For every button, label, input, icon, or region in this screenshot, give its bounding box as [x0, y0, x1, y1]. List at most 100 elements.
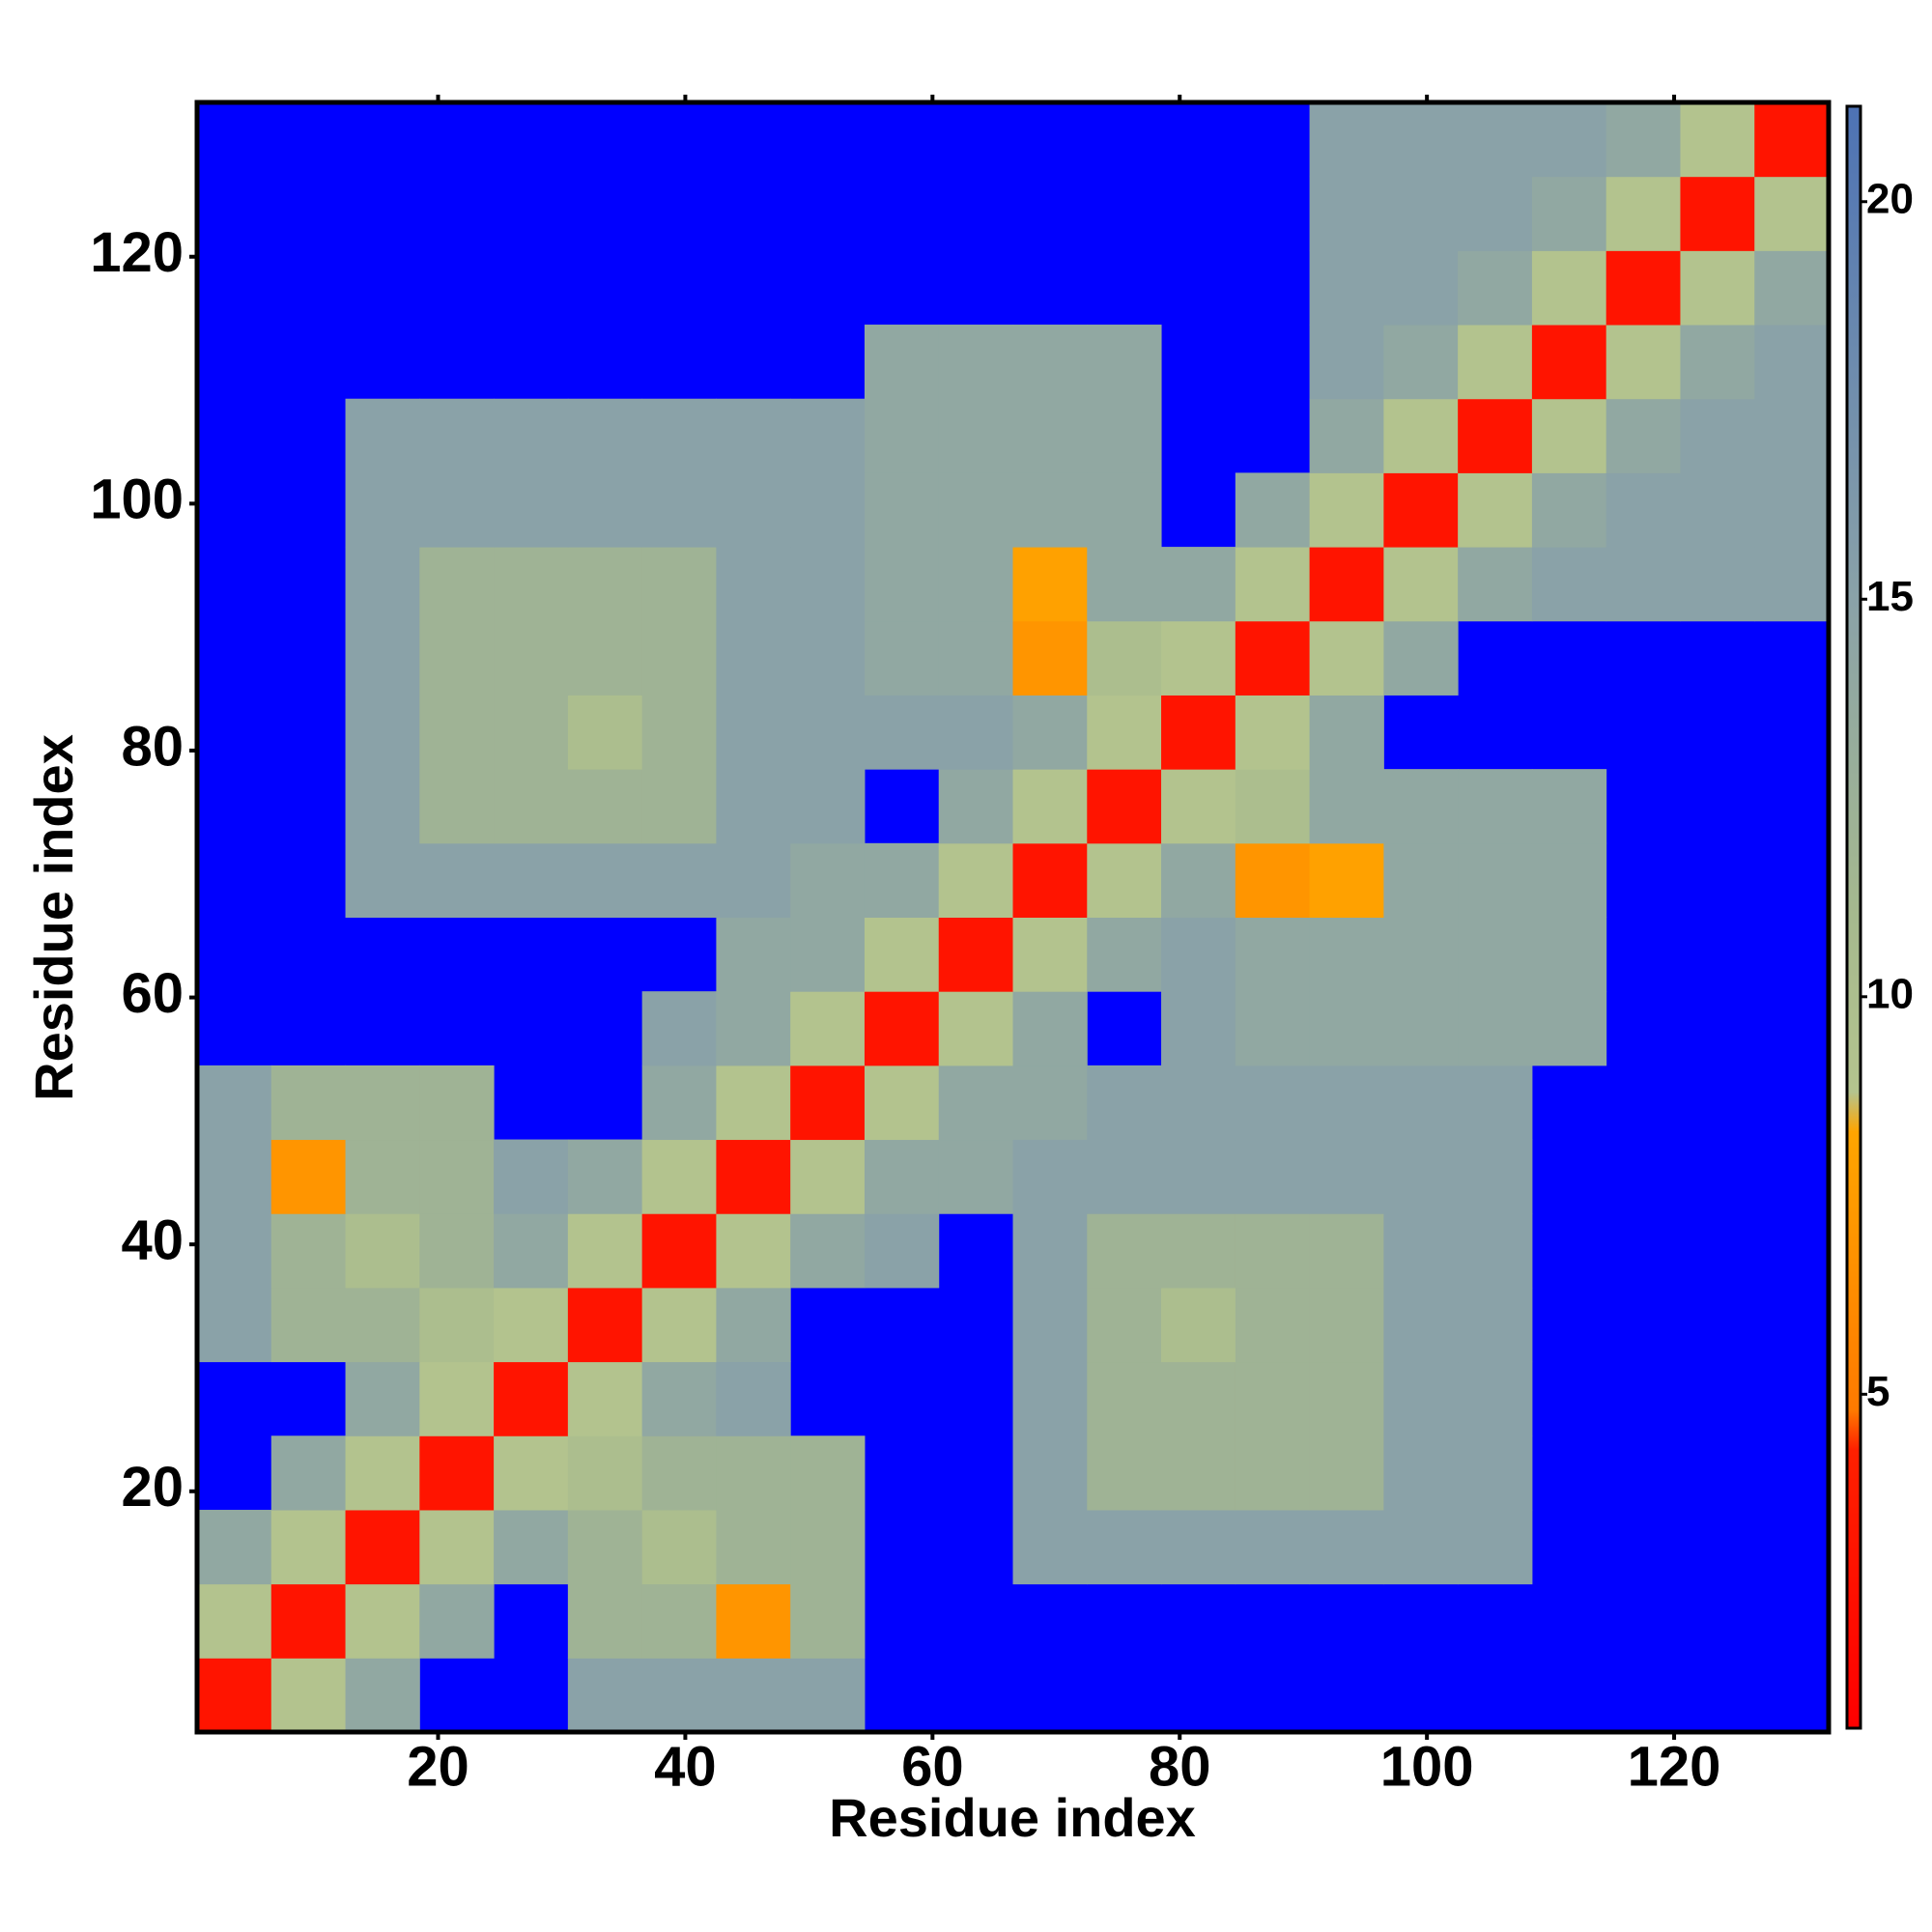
heatmap-cell	[1161, 1139, 1236, 1214]
heatmap-cell	[1383, 1139, 1459, 1214]
heatmap-cell	[1087, 917, 1162, 992]
heatmap-cell	[270, 1509, 347, 1585]
heatmap-cell	[567, 1509, 643, 1585]
heatmap-cell	[1458, 547, 1533, 622]
heatmap-cell	[345, 620, 420, 696]
heatmap-cell	[864, 695, 940, 770]
heatmap-cell	[1605, 472, 1681, 548]
heatmap-cell	[864, 842, 940, 918]
heatmap-cell	[790, 991, 866, 1066]
plot-frame	[194, 99, 1832, 1735]
heatmap-cell	[1161, 1213, 1236, 1289]
heatmap-cell	[419, 695, 495, 770]
heatmap-cell	[1680, 398, 1755, 473]
heatmap-cell	[1458, 176, 1533, 251]
heatmap-cell	[1087, 547, 1162, 622]
heatmap-cell	[1383, 1509, 1459, 1585]
heatmap-cell	[1458, 917, 1533, 992]
heatmap-cell	[1458, 325, 1533, 400]
heatmap-cell	[1680, 250, 1755, 326]
heatmap-cell	[1680, 102, 1755, 178]
heatmap-cell	[419, 472, 495, 548]
heatmap-cell	[1235, 991, 1311, 1066]
heatmap-cell	[345, 1509, 420, 1585]
heatmap-cell	[1235, 1213, 1311, 1289]
heatmap-cell	[494, 1509, 569, 1585]
heatmap-cell	[567, 842, 643, 918]
heatmap-cell	[270, 1435, 347, 1511]
heatmap-cell	[1012, 1065, 1088, 1141]
heatmap-cell	[938, 695, 1013, 770]
heatmap-cell	[938, 620, 1013, 696]
heatmap-cell	[345, 1361, 420, 1436]
y-tick-label: 80	[121, 715, 184, 778]
heatmap-cell	[1012, 620, 1088, 696]
heatmap-cell	[270, 1065, 347, 1141]
heatmap-cell	[419, 1139, 495, 1214]
heatmap-cell	[419, 1509, 495, 1585]
heatmap-cell	[641, 620, 717, 696]
heatmap-cell	[1012, 1435, 1088, 1511]
heatmap-cell	[1531, 769, 1607, 844]
heatmap-cell	[1235, 1509, 1311, 1585]
heatmap-cell	[1605, 325, 1681, 400]
heatmap-cell	[1309, 842, 1384, 918]
heatmap-cell	[1605, 176, 1681, 251]
heatmap-cell	[1012, 398, 1088, 473]
heatmap-cell	[567, 472, 643, 548]
heatmap-cell	[1161, 1435, 1236, 1511]
heatmap-cell	[1458, 1287, 1533, 1363]
heatmap-cell	[716, 695, 791, 770]
heatmap-cell	[1680, 472, 1755, 548]
heatmap-cell	[1531, 102, 1607, 178]
heatmap-cell	[1680, 176, 1755, 251]
heatmap-cell	[1458, 472, 1533, 548]
heatmap-cell	[1087, 620, 1162, 696]
heatmap-cell	[270, 1287, 347, 1363]
heatmap-cell	[567, 1287, 643, 1363]
heatmap-cell	[864, 1213, 940, 1289]
heatmap-cell	[1754, 398, 1830, 473]
x-tick-label: 60	[901, 1735, 964, 1798]
heatmap-cell	[1605, 398, 1681, 473]
heatmap-cell	[1161, 842, 1236, 918]
heatmap-cell	[1012, 1287, 1088, 1363]
heatmap-cell	[1309, 1361, 1384, 1436]
heatmap-cell	[1458, 1361, 1533, 1436]
heatmap-cell	[1531, 991, 1607, 1066]
heatmap-cell	[494, 1213, 569, 1289]
colorbar-tick-label: 5	[1866, 1368, 1889, 1415]
heatmap-cell	[1012, 842, 1088, 918]
heatmap-cell	[1605, 250, 1681, 326]
colorbar-tick-label: 15	[1866, 573, 1914, 620]
heatmap-cell	[1309, 547, 1384, 622]
y-tick-label: 40	[121, 1209, 184, 1272]
heatmap-cell	[1531, 176, 1607, 251]
heatmap-cell	[197, 1139, 272, 1214]
heatmap-cell	[1161, 547, 1236, 622]
heatmap-cell	[1383, 176, 1459, 251]
heatmap-cell	[1383, 472, 1459, 548]
heatmap-cell	[938, 917, 1013, 992]
heatmap-cell	[1754, 472, 1830, 548]
heatmap-cell	[1161, 917, 1236, 992]
heatmap-cell	[864, 620, 940, 696]
heatmap-cell	[1309, 1435, 1384, 1511]
heatmap-cell	[864, 1139, 940, 1214]
heatmap-cell	[790, 472, 866, 548]
heatmap-cell	[1309, 917, 1384, 992]
heatmap-cell	[567, 1658, 643, 1733]
heatmap-cell	[1309, 176, 1384, 251]
heatmap-cell	[1458, 991, 1533, 1066]
heatmap-cell	[419, 620, 495, 696]
heatmap-cell	[494, 769, 569, 844]
heatmap-cell	[1309, 1139, 1384, 1214]
heatmap-cell	[1235, 1287, 1311, 1363]
x-tick-label: 20	[407, 1735, 469, 1798]
heatmap-cell	[1680, 547, 1755, 622]
heatmap-cell	[345, 547, 420, 622]
heatmap-cell	[716, 1287, 791, 1363]
heatmap-cell	[1531, 398, 1607, 473]
heatmap-cell	[1012, 472, 1088, 548]
heatmap-cell	[1235, 842, 1311, 918]
